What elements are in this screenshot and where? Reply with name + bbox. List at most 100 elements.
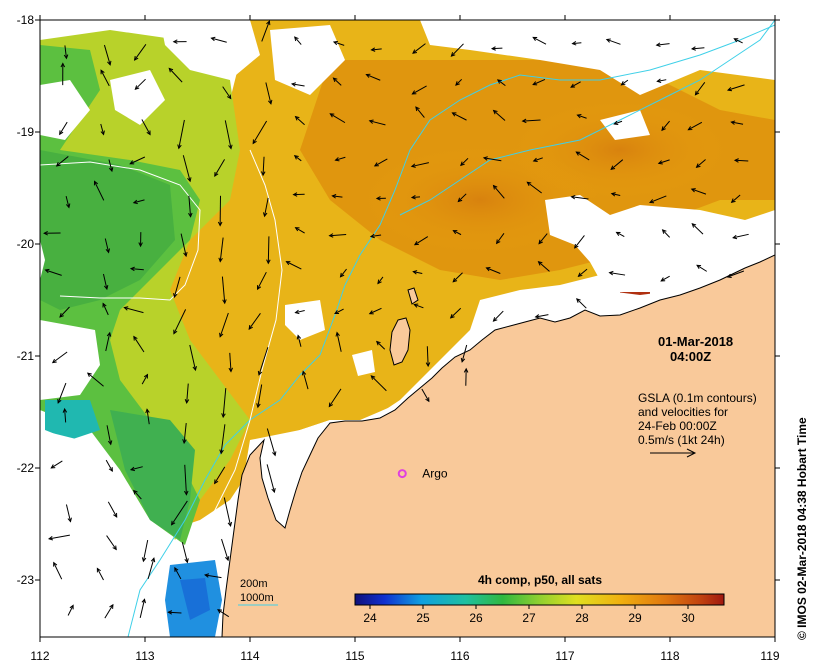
velocity-arrow [219, 237, 224, 262]
colorbar-tick-label: 30 [681, 611, 695, 625]
velocity-arrow-head [296, 334, 302, 340]
velocity-arrow [727, 84, 745, 91]
velocity-arrow [656, 43, 670, 46]
velocity-arrow [695, 82, 706, 96]
velocity-arrow-head [167, 610, 173, 615]
velocity-arrow-head [53, 561, 58, 567]
scale-arrow [650, 448, 697, 458]
x-tick-label: 116 [450, 649, 469, 663]
velocity-arrow [184, 464, 187, 495]
velocity-arrow-head [257, 370, 263, 376]
velocity-arrow [53, 562, 63, 580]
velocity-arrow [497, 79, 506, 87]
velocity-arrow [297, 335, 302, 347]
velocity-arrow-head [292, 192, 298, 197]
velocity-arrow-head [373, 162, 379, 167]
velocity-arrow-head [108, 467, 113, 473]
velocity-arrow-head [537, 261, 543, 266]
velocity-arrow-head [224, 556, 230, 562]
velocity-arrow-head [451, 112, 457, 117]
velocity-arrow-head [184, 398, 190, 404]
y-tick-label: -18 [17, 13, 35, 27]
argo-float-marker[interactable] [397, 469, 407, 479]
velocity-arrow-head [730, 198, 736, 204]
velocity-arrow-head [610, 165, 616, 171]
velocity-arrow-head [100, 130, 105, 136]
velocity-arrow [492, 47, 503, 50]
velocity-arrow-head [123, 306, 129, 311]
velocity-arrow [183, 422, 187, 444]
velocity-arrow [734, 38, 743, 44]
velocity-arrow-head [294, 227, 300, 232]
velocity-arrow [51, 460, 63, 469]
velocity-arrow [168, 68, 183, 83]
velocity-arrow [457, 193, 467, 202]
velocity-arrow [731, 121, 744, 125]
velocity-arrow-head [248, 325, 253, 330]
velocity-arrow-head [571, 41, 577, 46]
velocity-arrow [734, 159, 749, 162]
velocity-arrow [369, 307, 382, 315]
velocity-arrow [576, 151, 590, 161]
velocity-arrow-head [271, 488, 276, 494]
velocity-arrow-head [452, 230, 458, 235]
velocity-arrow-head [482, 156, 488, 161]
velocity-arrow-head [43, 230, 48, 236]
velocity-arrow [100, 69, 110, 87]
velocity-arrow [532, 78, 546, 86]
velocity-arrow [295, 116, 305, 126]
velocity-arrow [657, 79, 667, 82]
velocity-arrow-head [106, 331, 112, 337]
velocity-arrow-head [103, 285, 109, 291]
velocity-arrow-head [328, 402, 334, 408]
velocity-arrow [460, 157, 469, 166]
velocity-arrow-head [267, 99, 273, 105]
velocity-arrow [59, 121, 68, 135]
velocity-arrow [660, 275, 670, 282]
velocity-arrow-head [150, 557, 156, 563]
velocity-arrow-head [331, 194, 337, 199]
velocity-arrow [532, 36, 547, 45]
velocity-arrow-head [415, 106, 420, 112]
velocity-arrow-head [605, 38, 611, 43]
velocity-arrow [94, 181, 105, 201]
velocity-arrow [262, 156, 265, 176]
velocity-arrow [493, 310, 504, 322]
velocity-arrow [412, 43, 426, 54]
velocity-arrow-head [661, 229, 667, 234]
velocity-arrow-head [660, 277, 666, 282]
velocity-arrow-head [174, 566, 179, 572]
velocity-arrow [129, 156, 146, 165]
velocity-arrow [133, 336, 145, 353]
velocity-arrow-head [576, 114, 582, 119]
velocity-arrow-head [177, 144, 182, 150]
velocity-arrow-head [173, 329, 178, 335]
velocity-arrow-head [294, 309, 300, 315]
velocity-arrow [329, 233, 347, 237]
velocity-arrow-head [65, 203, 71, 209]
velocity-arrow-head [460, 357, 466, 363]
velocity-arrow [229, 352, 232, 372]
velocity-arrow-head [218, 257, 223, 263]
velocity-arrow-head [615, 231, 621, 236]
velocity-arrow-head [608, 270, 614, 276]
velocity-arrow-head [368, 119, 374, 124]
velocity-arrow-head [534, 314, 540, 319]
velocity-arrow [205, 574, 222, 579]
velocity-arrow [65, 195, 70, 208]
velocity-arrow [522, 119, 541, 122]
date-label: 01-Mar-2018 [658, 334, 733, 349]
velocity-arrow-head [726, 273, 732, 278]
velocity-arrow-head [132, 199, 138, 205]
velocity-arrow-head [105, 248, 111, 254]
scale-label: 0.5m/s (1kt 24h) [638, 433, 725, 447]
velocity-arrow-head [183, 490, 189, 496]
sst-field [40, 20, 775, 637]
velocity-arrow [211, 37, 227, 43]
velocity-arrow-head [141, 598, 146, 604]
velocity-arrow-head [62, 407, 68, 413]
velocity-arrow [376, 341, 386, 350]
velocity-arrow-head [60, 62, 66, 68]
velocity-arrow-head [214, 171, 219, 177]
velocity-arrow-head [538, 239, 543, 245]
